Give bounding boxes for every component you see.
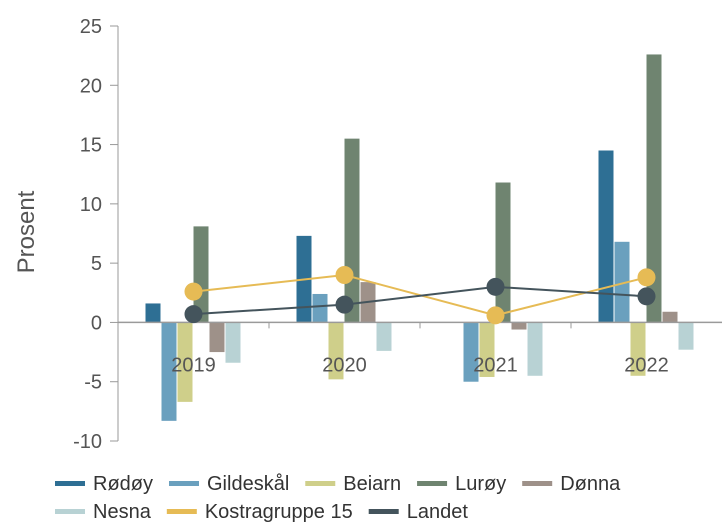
y-tick-label: -5 <box>84 372 102 394</box>
line-point <box>335 295 354 314</box>
bar <box>463 322 479 382</box>
legend-swatch <box>305 481 336 486</box>
bar <box>614 241 630 323</box>
line-point <box>335 266 354 284</box>
legend-swatch <box>522 481 553 486</box>
bar <box>646 54 662 323</box>
bar <box>145 303 161 323</box>
bar <box>177 322 193 402</box>
bar <box>312 293 328 323</box>
x-tick-label: 2020 <box>322 354 367 376</box>
legend-swatch <box>169 481 199 486</box>
y-tick-label: 10 <box>80 194 102 216</box>
bar <box>209 322 225 353</box>
bar <box>328 322 344 380</box>
legend-label: Nesna <box>93 501 152 523</box>
x-tick-label: 2019 <box>171 354 216 376</box>
line-point <box>486 277 505 296</box>
y-axis-title: Prosent <box>13 190 40 273</box>
bar <box>479 322 495 377</box>
x-tick-label: 2022 <box>624 354 669 376</box>
legend-label: Kostragruppe 15 <box>205 501 353 523</box>
y-tick-label: 20 <box>80 75 102 97</box>
line-point <box>184 305 203 324</box>
bar <box>511 322 527 330</box>
bar <box>678 322 694 350</box>
lines-layer <box>184 266 656 325</box>
y-tick-label: 0 <box>91 312 102 334</box>
bar <box>527 322 543 376</box>
line-point <box>184 282 203 301</box>
legend-label: Beiarn <box>343 473 401 495</box>
legend-swatch <box>166 509 197 514</box>
legend-swatch <box>55 509 85 514</box>
x-tick-labels: 2019 2020 2021 2022 <box>171 354 669 376</box>
line-point <box>486 306 505 325</box>
bar <box>376 322 392 351</box>
line-point <box>637 268 656 287</box>
bar <box>662 311 678 323</box>
legend-label: Dønna <box>560 473 621 495</box>
legend-swatch <box>368 509 399 514</box>
legend: Rødøy Gildeskål Beiarn Lurøy Dønna Nesna Kostr… <box>55 473 621 523</box>
legend-swatch <box>417 481 448 486</box>
bar <box>630 322 646 376</box>
bar <box>225 322 241 363</box>
legend-label: Landet <box>407 501 469 523</box>
bar <box>161 322 177 421</box>
line-point <box>637 287 656 306</box>
legend-swatch <box>55 481 85 486</box>
legend-label: Rødøy <box>93 473 153 495</box>
x-tick-label: 2021 <box>473 354 518 376</box>
axes-layer: -10 -5 0 5 10 15 20 25 <box>73 16 722 453</box>
y-tick-label: 25 <box>80 16 102 38</box>
bar <box>495 182 511 323</box>
legend-label: Lurøy <box>455 473 506 495</box>
y-tick-label: 5 <box>91 253 102 275</box>
bar <box>598 150 614 323</box>
bars-layer <box>145 54 694 421</box>
y-tick-label: -10 <box>73 431 102 453</box>
bar <box>344 138 360 323</box>
series-line <box>193 285 647 316</box>
legend-label: Gildeskål <box>207 473 289 495</box>
y-tick-label: 15 <box>80 135 102 157</box>
